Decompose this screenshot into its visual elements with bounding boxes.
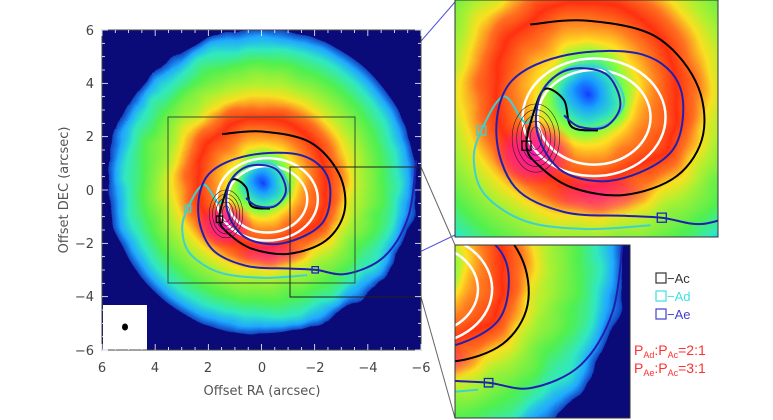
main-image bbox=[102, 30, 421, 350]
y-tick-label: −2 bbox=[75, 237, 94, 252]
y-tick-label: 4 bbox=[86, 77, 94, 92]
legend: −Ac −Ad −Ae PAd:PAc=2:1 PAe:PAc=3:1 bbox=[634, 271, 706, 378]
connector-line bbox=[420, 166, 456, 246]
zoom-box-1 bbox=[167, 116, 356, 284]
beam-ellipse bbox=[122, 323, 128, 331]
inset-zoom-2 bbox=[454, 244, 631, 419]
x-tick-label: −6 bbox=[411, 361, 430, 376]
legend-label-ac: −Ac bbox=[667, 271, 690, 286]
x-tick-label: −4 bbox=[358, 361, 377, 376]
y-tick-label: −4 bbox=[75, 290, 94, 305]
x-tick-label: 6 bbox=[98, 361, 106, 376]
x-tick-label: 0 bbox=[258, 361, 266, 376]
inset-zoom-1 bbox=[454, 0, 719, 238]
y-axis-title: Offset DEC (arcsec) bbox=[57, 127, 72, 254]
axis-ticks bbox=[101, 29, 422, 351]
x-tick-label: 2 bbox=[204, 361, 212, 376]
legend-marker-ae bbox=[655, 308, 667, 320]
x-axis-title: Offset RA (arcsec) bbox=[204, 384, 321, 399]
connector-line bbox=[420, 296, 456, 419]
y-tick-label: 2 bbox=[86, 130, 94, 145]
legend-label-ae: −Ae bbox=[667, 307, 691, 322]
period-ratio-ad-ac: PAd:PAc=2:1 bbox=[634, 342, 706, 360]
legend-label-ad: −Ad bbox=[667, 289, 691, 304]
period-ratio-ae-ac: PAe:PAc=3:1 bbox=[634, 360, 706, 378]
y-tick-label: 6 bbox=[86, 24, 94, 39]
x-tick-label: −2 bbox=[305, 361, 324, 376]
legend-marker-ac bbox=[655, 272, 667, 284]
y-tick-label: 0 bbox=[86, 184, 94, 199]
y-tick-label: −6 bbox=[75, 344, 94, 359]
x-tick-label: 4 bbox=[151, 361, 159, 376]
legend-marker-ad bbox=[655, 290, 667, 302]
